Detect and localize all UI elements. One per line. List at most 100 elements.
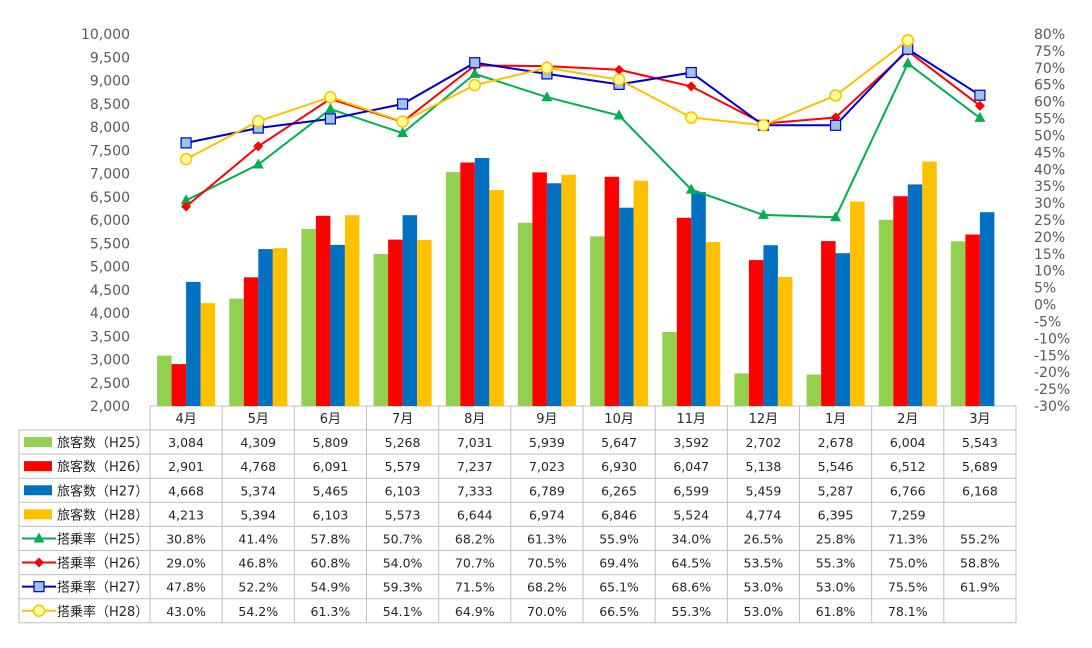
table-cell: 5,268 [385, 435, 421, 450]
right-axis-tick-label: -20% [1034, 365, 1070, 381]
category-label: 9月 [536, 412, 557, 427]
right-axis-tick-label: 70% [1034, 61, 1065, 77]
table-cell: 4,668 [168, 483, 204, 498]
legend-swatch [24, 485, 52, 496]
right-axis-tick-label: -15% [1034, 348, 1070, 364]
left-axis-tick-label: 7,000 [90, 167, 130, 183]
line-point [757, 119, 770, 132]
table-cell: 4,774 [746, 507, 782, 522]
series-name: 搭乗率（H27） [57, 580, 148, 596]
right-axis-tick-label: 75% [1034, 44, 1065, 60]
line-point [829, 89, 842, 102]
table-cell: 70.7% [455, 556, 495, 571]
right-axis-tick-label: 40% [1034, 162, 1065, 178]
table-cell: 75.0% [888, 556, 928, 571]
series-name: 旅客数（H28） [57, 507, 148, 523]
line-point [469, 67, 481, 78]
bar [748, 260, 764, 406]
series-name: 搭乗率（H25） [57, 531, 148, 547]
table-cell: 7,333 [457, 483, 493, 498]
bar [171, 364, 187, 406]
table-cell: 43.0% [166, 604, 206, 619]
table-cell: 65.1% [599, 580, 639, 595]
legend-swatch [24, 437, 52, 448]
table-cell: 5,374 [240, 483, 276, 498]
left-axis-tick-label: 10,000 [81, 27, 130, 43]
bar [344, 215, 360, 406]
bar [662, 332, 677, 406]
line-point [396, 115, 409, 128]
right-axis-tick-label: 5% [1034, 281, 1056, 297]
left-axis-tick-label: 4,000 [90, 306, 130, 322]
line-point [180, 194, 192, 205]
table-cell: 2,702 [746, 435, 782, 450]
right-axis-tick-label: -30% [1034, 399, 1070, 415]
bar-series-group [157, 158, 995, 406]
table-cell: 6,004 [890, 435, 926, 450]
series-name: 旅客数（H25） [57, 435, 148, 451]
table-cell: 58.8% [960, 556, 1000, 571]
line-point [324, 113, 337, 125]
table-cell: 54.1% [383, 604, 423, 619]
line-point [974, 100, 985, 111]
table-cell: 53.0% [744, 580, 784, 595]
bar [517, 222, 533, 406]
line-point [612, 73, 626, 86]
line-point [685, 111, 698, 124]
table-cell: 7,023 [529, 459, 565, 474]
right-axis-tick-label: 25% [1034, 213, 1065, 229]
right-axis-tick-label: -10% [1034, 331, 1070, 347]
line-point [902, 57, 914, 68]
table-cell: 5,689 [962, 459, 998, 474]
table-cell: 5,394 [240, 507, 276, 522]
category-label: 8月 [464, 412, 485, 427]
table-cell: 46.8% [238, 556, 278, 571]
table-cell: 6,103 [313, 507, 349, 522]
bar [633, 180, 649, 406]
table-cell: 55.2% [960, 531, 1000, 546]
table-cell: 69.4% [599, 556, 639, 571]
table-cell: 68.6% [671, 580, 711, 595]
table-cell: 64.5% [671, 556, 711, 571]
bar [546, 183, 562, 406]
table-cell: 54.9% [311, 580, 351, 595]
table-cell: 61.9% [960, 580, 1000, 595]
table-cell: 6,789 [529, 483, 565, 498]
table-cell: 6,930 [601, 459, 637, 474]
category-label: 11月 [676, 412, 706, 427]
table-cell: 6,265 [601, 483, 637, 498]
category-label: 7月 [392, 412, 413, 427]
bar [878, 219, 894, 406]
table-cell: 75.5% [888, 580, 928, 595]
table-cell: 5,579 [385, 459, 421, 474]
bar [301, 228, 316, 406]
line-point [974, 111, 986, 122]
right-axis-tick-label: 30% [1034, 196, 1065, 212]
bar [330, 244, 345, 406]
bar [604, 176, 620, 406]
series-name: 搭乗率（H28） [57, 604, 148, 620]
line-point [685, 66, 697, 79]
series-name: 旅客数（H26） [57, 459, 148, 475]
left-axis-tick-label: 6,000 [90, 213, 130, 229]
left-axis-tick-label: 9,000 [90, 74, 130, 90]
line-point [181, 201, 192, 212]
right-axis-tick-label: 55% [1034, 112, 1065, 128]
table-cell: 55.3% [816, 556, 856, 571]
table-cell: 5,465 [313, 483, 349, 498]
table-cell: 70.0% [527, 604, 567, 619]
right-axis-tick-label: 35% [1034, 179, 1065, 195]
category-label: 12月 [749, 412, 779, 427]
left-axis-tick-label: 4,500 [90, 283, 130, 299]
table-cell: 5,647 [601, 435, 637, 450]
table-cell: 5,524 [673, 507, 709, 522]
bar [821, 241, 836, 406]
table-cell: 6,846 [601, 507, 637, 522]
bar [922, 161, 937, 406]
bar [186, 281, 201, 406]
line-point [33, 581, 45, 593]
table-cell: 52.2% [238, 580, 278, 595]
line-point [180, 137, 192, 149]
category-label: 1月 [825, 412, 846, 427]
bar [806, 374, 822, 406]
